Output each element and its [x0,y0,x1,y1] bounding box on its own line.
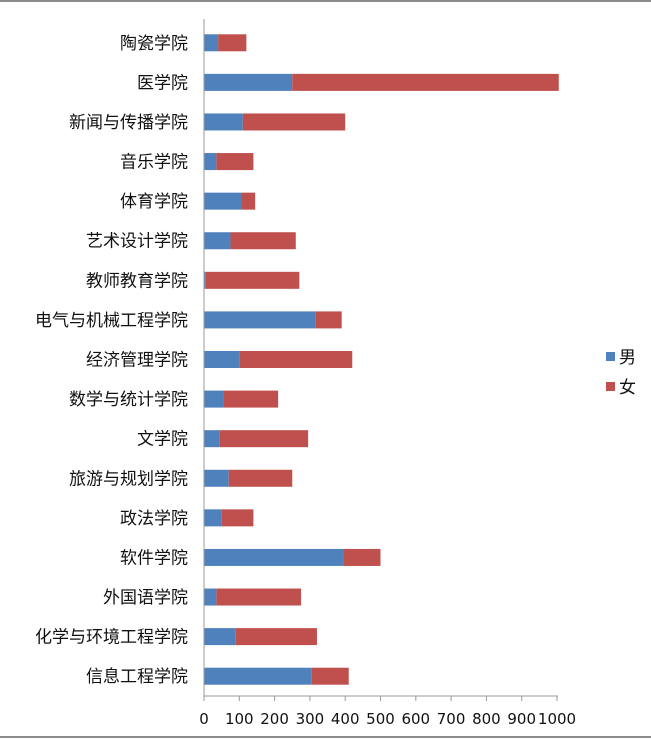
bar-female-0 [218,34,247,52]
legend-label-1: 女 [619,378,636,398]
bar-male-15 [204,628,236,646]
category-label: 医学院 [137,73,188,93]
x-tick-label: 800 [472,710,501,728]
bar-female-7 [315,311,342,329]
x-tick-label: 1000 [538,710,576,728]
category-label: 艺术设计学院 [86,232,188,252]
bar-female-16 [311,667,349,685]
x-tick-label: 400 [331,710,360,728]
bar-female-11 [228,469,293,487]
x-tick-label: 700 [437,710,466,728]
bar-male-11 [204,469,229,487]
bar-female-10 [219,430,309,448]
bar-female-6 [205,271,300,289]
category-label: 教师教育学院 [86,271,188,291]
legend: 男女 [606,348,636,398]
bars-layer [204,34,559,685]
x-tick-label: 900 [507,710,536,728]
x-tick-label: 300 [296,710,325,728]
x-tick-label: 500 [366,710,395,728]
x-axis-ticks: 0 100 200 300 400 500 600 700 800 900 1000 [199,696,576,728]
bar-male-10 [204,430,220,448]
category-label: 旅游与规划学院 [69,469,188,489]
legend-swatch-0 [606,352,615,361]
bar-female-15 [235,628,317,646]
legend-label-0: 男 [619,348,636,368]
category-label: 音乐学院 [120,153,188,173]
axes [203,19,558,697]
bar-female-8 [239,351,353,368]
bar-male-9 [204,390,224,408]
category-label: 政法学院 [120,509,188,529]
bar-male-8 [204,351,240,368]
category-label: 体育学院 [120,192,188,212]
category-label: 电气与机械工程学院 [35,311,188,331]
bar-male-7 [204,311,316,329]
category-label: 信息工程学院 [86,667,188,687]
bar-male-2 [204,113,243,131]
bar-male-5 [204,232,231,250]
bar-female-13 [343,548,381,566]
category-label: 软件学院 [120,548,188,568]
category-labels: 陶瓷学院医学院新闻与传播学院音乐学院体育学院艺术设计学院教师教育学院电气与机械工… [35,34,188,687]
x-tick-label: 200 [260,710,289,728]
category-label: 陶瓷学院 [120,34,188,54]
bar-female-14 [216,588,302,606]
bar-male-3 [204,153,217,171]
category-label: 数学与统计学院 [69,390,188,410]
bar-male-0 [204,34,219,52]
bar-male-12 [204,509,222,527]
bar-male-16 [204,667,312,685]
bar-male-13 [204,548,344,566]
x-tick-label: 0 [199,710,209,728]
category-label: 文学院 [137,430,188,450]
category-label: 化学与环境工程学院 [35,628,188,648]
bar-male-4 [204,192,242,210]
category-label: 经济管理学院 [86,351,188,371]
x-tick-label: 100 [225,710,254,728]
bar-female-2 [242,113,346,131]
category-label: 新闻与传播学院 [69,113,188,133]
bar-female-12 [221,509,254,527]
bar-female-1 [292,73,559,91]
bar-male-14 [204,588,217,606]
x-tick-label: 600 [401,710,430,728]
bar-female-4 [241,192,256,210]
category-label: 外国语学院 [103,588,188,608]
bar-male-1 [204,73,293,91]
legend-swatch-1 [606,382,615,391]
bar-male-6 [204,271,206,289]
bar-female-3 [216,153,254,171]
bar-female-9 [223,390,279,408]
bar-female-5 [230,232,296,250]
